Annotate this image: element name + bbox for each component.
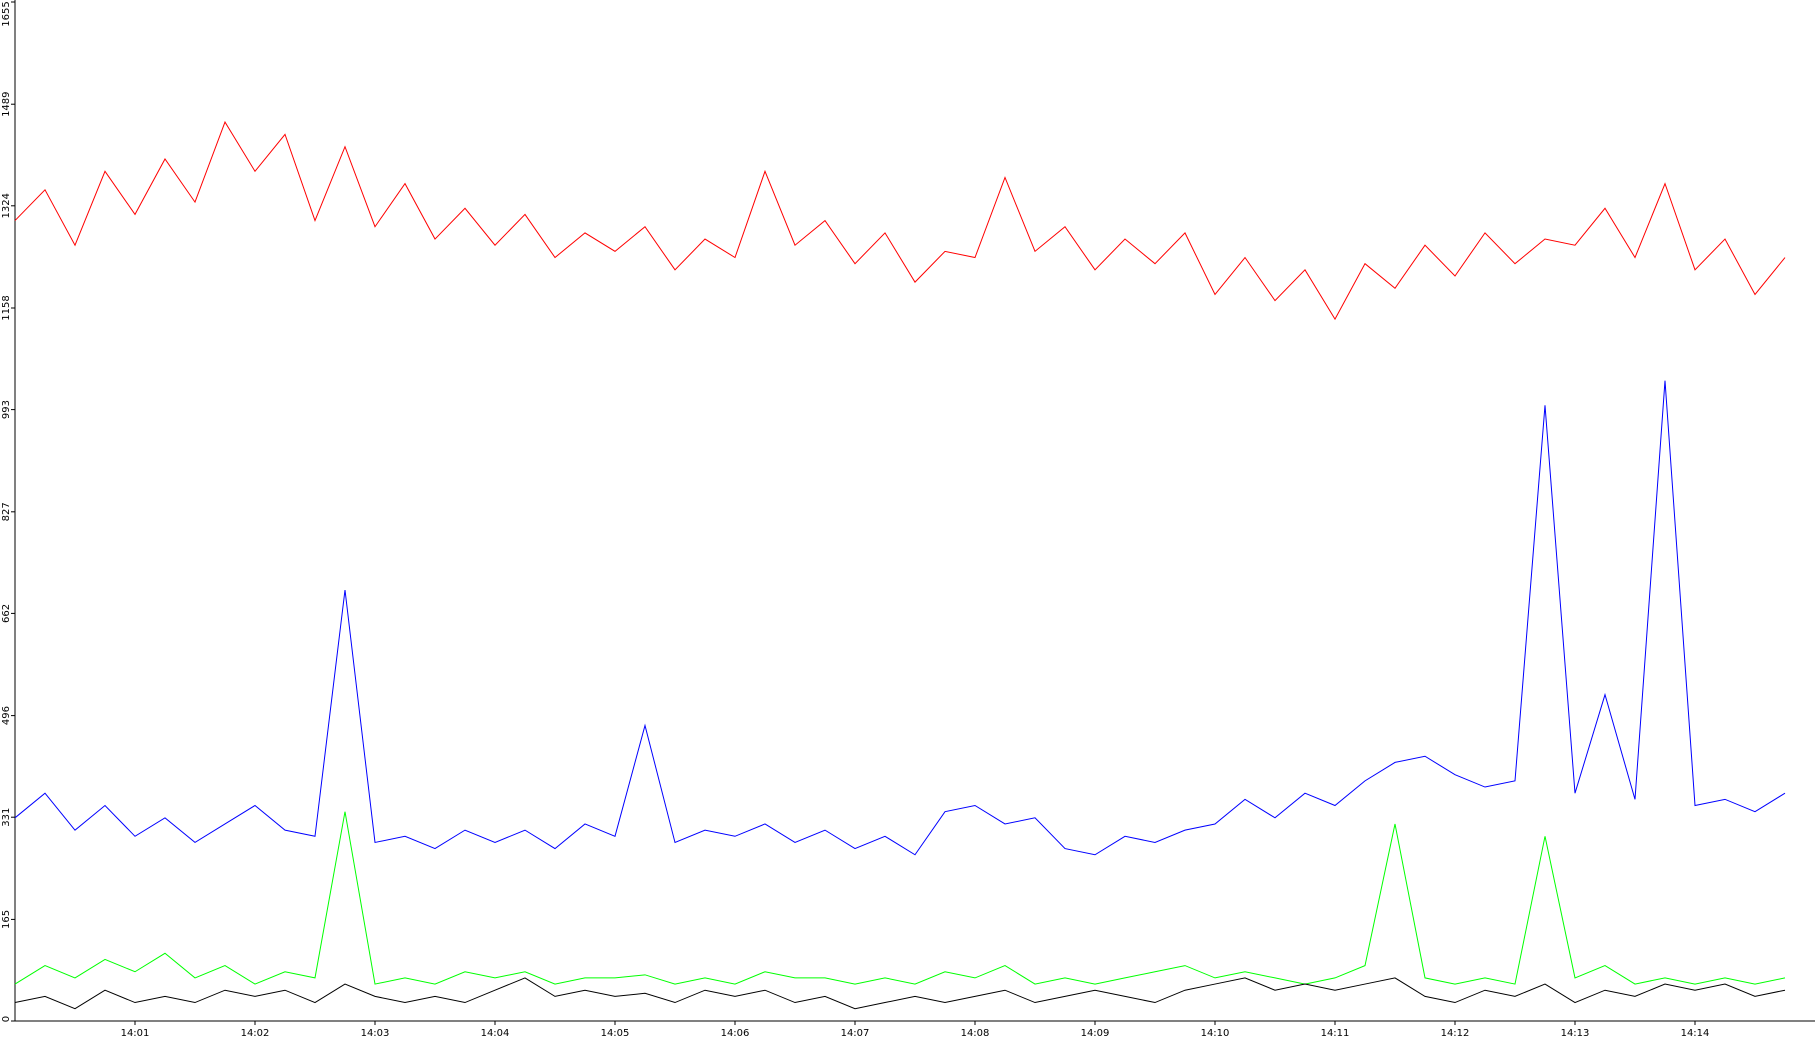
x-tick-label: 14:03 — [361, 1028, 390, 1039]
y-tick-label: 1489 — [1, 91, 12, 116]
x-tick-label: 14:13 — [1561, 1028, 1590, 1039]
x-tick-label: 14:12 — [1441, 1028, 1470, 1039]
y-tick-label: 1324 — [1, 193, 12, 218]
y-tick-label: 662 — [1, 604, 12, 623]
x-tick-label: 14:05 — [601, 1028, 630, 1039]
x-tick-label: 14:07 — [841, 1028, 870, 1039]
x-tick-label: 14:10 — [1201, 1028, 1230, 1039]
series-line — [14, 977, 1786, 1010]
y-tick-label: 496 — [1, 706, 12, 725]
y-tick-label: 331 — [1, 808, 12, 827]
series-line — [14, 380, 1786, 856]
series-line — [14, 811, 1786, 985]
x-tick-label: 14:01 — [121, 1028, 150, 1039]
x-tick-label: 14:11 — [1321, 1028, 1350, 1039]
x-tick-label: 14:08 — [961, 1028, 990, 1039]
x-tick-label: 14:02 — [241, 1028, 270, 1039]
y-tick-label: 1158 — [1, 295, 12, 320]
y-tick-label: 0 — [1, 1016, 12, 1022]
x-tick-label: 14:06 — [721, 1028, 750, 1039]
x-tick-label: 14:09 — [1081, 1028, 1110, 1039]
x-tick-label: 14:04 — [481, 1028, 510, 1039]
series-line — [14, 120, 1786, 321]
y-tick-label: 993 — [1, 400, 12, 419]
x-tick-label: 14:14 — [1681, 1028, 1710, 1039]
y-tick-label: 1655 — [1, 1, 12, 26]
y-tick-label: 827 — [1, 502, 12, 521]
y-tick-label: 165 — [1, 910, 12, 929]
